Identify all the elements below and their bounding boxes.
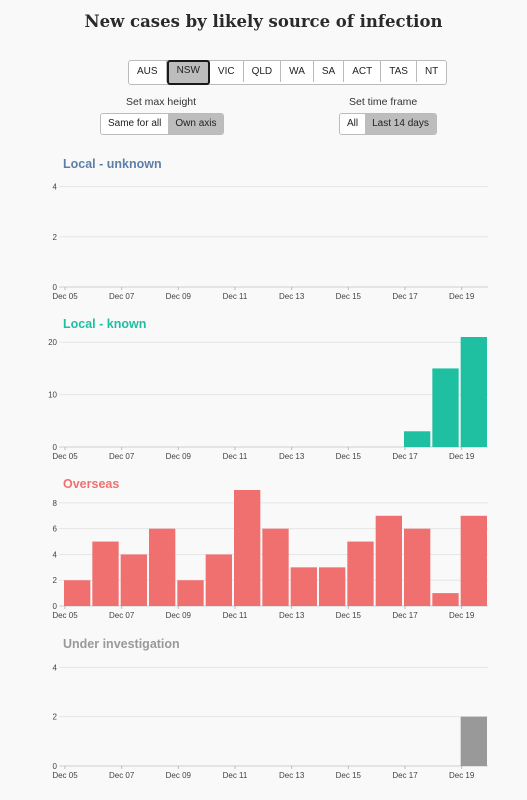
x-tick-label: Dec 05 (52, 771, 78, 780)
x-tick-label: Dec 19 (449, 292, 475, 301)
region-button-act[interactable]: ACT (344, 61, 382, 82)
x-tick-label: Dec 17 (392, 292, 418, 301)
bar-overseas[interactable] (205, 554, 232, 606)
y-tick-label: 20 (48, 338, 57, 347)
own-axis-button[interactable]: Own axis (168, 114, 224, 134)
bar-local-known[interactable] (432, 368, 459, 447)
x-tick-label: Dec 19 (449, 611, 475, 620)
y-tick-label: 10 (48, 391, 57, 400)
x-tick-label: Dec 13 (279, 452, 305, 461)
bar-overseas[interactable] (92, 541, 119, 606)
panel-title-local-known: Local - known (63, 317, 147, 331)
panel-title-local-unknown: Local - unknown (63, 157, 162, 171)
y-tick-label: 2 (53, 576, 58, 585)
bar-overseas[interactable] (432, 593, 459, 606)
bar-local-known[interactable] (404, 431, 431, 447)
region-button-nt[interactable]: NT (424, 66, 439, 77)
x-tick-label: Dec 13 (279, 771, 305, 780)
y-tick-label: 6 (53, 525, 58, 534)
y-tick-label: 2 (53, 233, 58, 242)
region-button-vic[interactable]: VIC (210, 61, 244, 82)
x-tick-label: Dec 09 (166, 611, 192, 620)
x-tick-label: Dec 11 (223, 292, 248, 301)
x-tick-label: Dec 15 (336, 611, 362, 620)
x-tick-label: Dec 13 (279, 292, 305, 301)
bar-overseas[interactable] (319, 567, 346, 606)
x-tick-label: Dec 07 (109, 611, 135, 620)
max-height-label: Set max height (126, 96, 197, 108)
y-tick-label: 4 (53, 663, 58, 672)
x-tick-label: Dec 07 (109, 771, 135, 780)
region-button-aus[interactable]: AUS (129, 61, 167, 82)
x-tick-label: Dec 07 (109, 292, 135, 301)
panel-title-under-investigation: Under investigation (63, 637, 180, 651)
y-tick-label: 2 (53, 713, 58, 722)
bar-overseas[interactable] (120, 554, 147, 606)
bar-overseas[interactable] (64, 580, 91, 606)
x-tick-label: Dec 17 (392, 452, 418, 461)
y-tick-label: 0 (53, 283, 58, 292)
y-tick-label: 4 (53, 550, 58, 559)
bar-overseas[interactable] (234, 490, 261, 606)
bar-overseas[interactable] (177, 580, 204, 606)
time-frame-label: Set time frame (349, 96, 418, 108)
x-tick-label: Dec 11 (223, 771, 248, 780)
x-tick-label: Dec 05 (52, 452, 78, 461)
x-tick-label: Dec 17 (392, 771, 418, 780)
bar-overseas[interactable] (460, 515, 487, 606)
region-button-wa[interactable]: WA (281, 61, 314, 82)
panel-title-overseas: Overseas (63, 477, 120, 491)
x-tick-label: Dec 13 (279, 611, 305, 620)
region-selector: AUS NSW VIC QLD WA SA ACT TAS NT (128, 60, 448, 85)
bar-overseas[interactable] (262, 528, 289, 606)
chart-title: New cases by likely source of infection (84, 12, 443, 31)
x-tick-label: Dec 15 (336, 452, 362, 461)
x-tick-label: Dec 09 (166, 292, 192, 301)
x-tick-label: Dec 15 (336, 771, 362, 780)
x-tick-label: Dec 19 (449, 452, 475, 461)
time-frame-toggle: All Last 14 days (339, 113, 437, 135)
bar-overseas[interactable] (347, 541, 374, 606)
x-tick-label: Dec 07 (109, 452, 135, 461)
bar-overseas[interactable] (404, 528, 431, 606)
y-tick-label: 8 (53, 499, 58, 508)
x-tick-label: Dec 09 (166, 452, 192, 461)
x-tick-label: Dec 05 (52, 611, 78, 620)
same-for-all-button[interactable]: Same for all (101, 114, 169, 134)
x-tick-label: Dec 05 (52, 292, 78, 301)
y-tick-label: 0 (53, 762, 58, 771)
region-button-nsw[interactable]: NSW (166, 60, 210, 85)
x-tick-label: Dec 11 (223, 611, 248, 620)
x-tick-label: Dec 17 (392, 611, 418, 620)
max-height-toggle: Same for all Own axis (100, 113, 225, 135)
x-tick-label: Dec 11 (223, 452, 248, 461)
x-tick-label: Dec 19 (449, 771, 475, 780)
last-14-days-button[interactable]: Last 14 days (365, 114, 436, 134)
region-button-qld[interactable]: QLD (244, 61, 282, 82)
region-button-sa[interactable]: SA (314, 61, 345, 82)
x-tick-label: Dec 09 (166, 771, 192, 780)
bar-local-known[interactable] (460, 337, 487, 447)
region-button-tas[interactable]: TAS (381, 61, 417, 82)
y-tick-label: 0 (53, 443, 58, 452)
all-button[interactable]: All (340, 114, 366, 134)
bar-under-investigation[interactable] (460, 716, 487, 766)
bar-overseas[interactable] (375, 515, 402, 606)
bar-overseas[interactable] (149, 528, 176, 606)
y-tick-label: 4 (53, 183, 58, 192)
x-tick-label: Dec 15 (336, 292, 362, 301)
bar-overseas[interactable] (290, 567, 317, 606)
y-tick-label: 0 (53, 602, 58, 611)
